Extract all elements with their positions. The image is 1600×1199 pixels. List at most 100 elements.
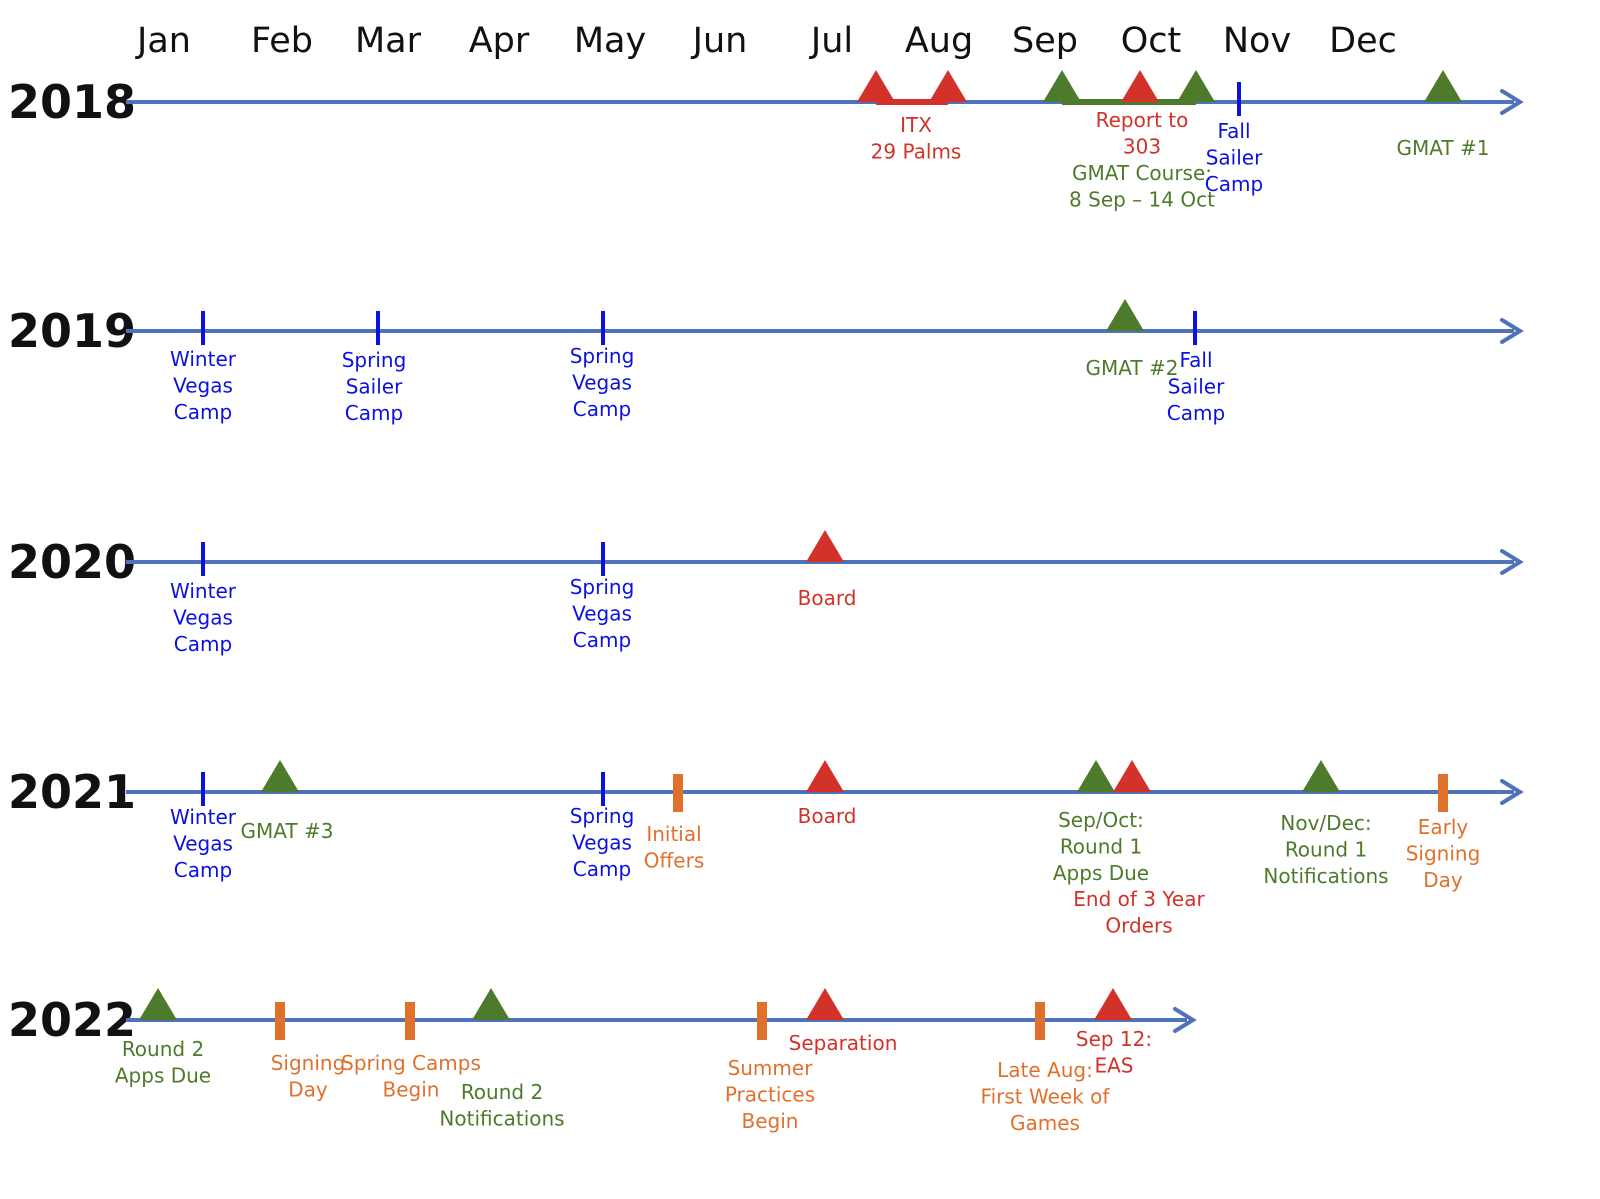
event-label: GMAT Course: 8 Sep – 14 Oct [1069, 161, 1215, 212]
event-label-line: Apps Due [1053, 861, 1149, 885]
event-label-line: GMAT Course: [1072, 161, 1212, 185]
axis-arrowhead [1500, 318, 1524, 344]
event-label-line: Spring [342, 348, 407, 372]
month-label-sep: Sep [1012, 21, 1078, 61]
orange-bar-marker [275, 1002, 285, 1040]
month-label-mar: Mar [355, 21, 422, 61]
event-label-line: GMAT #2 [1086, 356, 1179, 380]
event-label-line: GMAT #3 [241, 819, 334, 843]
event-label: Board [798, 804, 857, 828]
event-label-line: Notifications [439, 1107, 564, 1131]
green-triangle-marker [1302, 760, 1340, 792]
event-label-line: Apps Due [115, 1064, 211, 1088]
timeline-row-2021: 2021 Winter Vegas Camp GMAT #3 Spring Vegas Cam… [8, 760, 1524, 938]
event-label: GMAT #1 [1397, 136, 1490, 160]
month-header: Jan Feb Mar Apr May Jun Jul Aug Sep Oct Nov Dec [135, 21, 1397, 61]
event-label-line: Begin [383, 1078, 440, 1102]
month-label-oct: Oct [1121, 21, 1182, 61]
green-triangle-marker [139, 988, 177, 1020]
event-label-line: Day [288, 1078, 328, 1102]
month-label-feb: Feb [251, 21, 313, 61]
year-label: 2020 [8, 535, 136, 589]
event-label: Winter Vegas Camp [170, 347, 237, 424]
event-label-line: Round 1 [1285, 838, 1367, 862]
red-triangle-marker [1113, 760, 1151, 792]
orange-bar-marker [1035, 1002, 1045, 1040]
event-label-line: Sep/Oct: [1058, 808, 1144, 832]
event-label: Report to 303 [1096, 108, 1189, 159]
event-label-line: Day [1423, 868, 1463, 892]
event-label-line: Vegas [173, 374, 233, 398]
green-triangle-marker [472, 988, 510, 1020]
green-triangle-marker [261, 760, 299, 792]
green-triangle-marker [1043, 70, 1081, 102]
event-label-line: Begin [742, 1109, 799, 1133]
event-label: ITX 29 Palms [871, 113, 962, 164]
red-triangle-marker [806, 760, 844, 792]
event-label-line: Camp [573, 857, 631, 881]
event-label-line: Round 1 [1060, 835, 1142, 859]
red-triangle-marker [806, 988, 844, 1020]
event-label: Sep 12: EAS [1076, 1027, 1152, 1078]
red-triangle-marker [929, 70, 967, 102]
event-label-line: 303 [1123, 135, 1161, 159]
event-label-line: Games [1010, 1111, 1080, 1135]
event-label-line: Sailer [1206, 146, 1263, 170]
month-label-dec: Dec [1329, 21, 1397, 61]
event-label-line: Camp [573, 628, 631, 652]
event-label-line: Camp [1167, 401, 1225, 425]
event-label: End of 3 Year Orders [1073, 887, 1205, 938]
event-label-line: Vegas [572, 602, 632, 626]
month-label-jan: Jan [135, 21, 191, 61]
event-label-line: Board [798, 586, 857, 610]
event-label: Nov/Dec: Round 1 Notifications [1263, 811, 1388, 888]
green-triangle-marker [1106, 299, 1144, 331]
red-triangle-marker [806, 530, 844, 562]
event-label-line: Separation [789, 1031, 898, 1055]
event-label-line: GMAT #1 [1397, 136, 1490, 160]
event-label-line: Vegas [173, 832, 233, 856]
event-label-line: Report to [1096, 108, 1189, 132]
event-label-line: EAS [1094, 1054, 1133, 1078]
year-label: 2018 [8, 75, 136, 129]
event-label: Board [798, 586, 857, 610]
event-label: Fall Sailer Camp [1167, 348, 1225, 425]
orange-bar-marker [757, 1002, 767, 1040]
event-label-line: Practices [725, 1083, 815, 1107]
event-label-line: Round 2 [461, 1080, 543, 1104]
month-label-nov: Nov [1223, 21, 1291, 61]
event-label: GMAT #2 [1086, 356, 1179, 380]
event-label-line: Camp [345, 401, 403, 425]
event-label-line: Sailer [346, 375, 403, 399]
event-label: Early Signing Day [1406, 815, 1481, 892]
event-label-line: 8 Sep – 14 Oct [1069, 188, 1215, 212]
month-label-apr: Apr [469, 21, 530, 61]
event-label-line: Notifications [1263, 864, 1388, 888]
orange-bar-marker [405, 1002, 415, 1040]
event-label: Spring Vegas Camp [570, 344, 635, 421]
event-label: Round 2 Apps Due [115, 1037, 211, 1088]
month-label-jul: Jul [809, 21, 853, 61]
event-label-line: Vegas [173, 606, 233, 630]
event-label: Initial Offers [644, 822, 704, 873]
event-label-line: Summer [728, 1056, 814, 1080]
event-label-line: Board [798, 804, 857, 828]
event-label-line: Fall [1179, 348, 1212, 372]
event-label: Spring Vegas Camp [570, 575, 635, 652]
event-label: Spring Vegas Camp [570, 804, 635, 881]
event-label: Separation [789, 1031, 898, 1055]
year-label: 2021 [8, 765, 136, 819]
event-label: Signing Day [271, 1051, 346, 1102]
event-label-line: Winter [170, 805, 237, 829]
event-label-line: Camp [174, 400, 232, 424]
axis-arrowhead [1173, 1007, 1197, 1033]
event-label-line: Winter [170, 579, 237, 603]
month-label-may: May [574, 21, 646, 61]
event-label-line: Fall [1217, 119, 1250, 143]
event-label-line: Round 2 [122, 1037, 204, 1061]
